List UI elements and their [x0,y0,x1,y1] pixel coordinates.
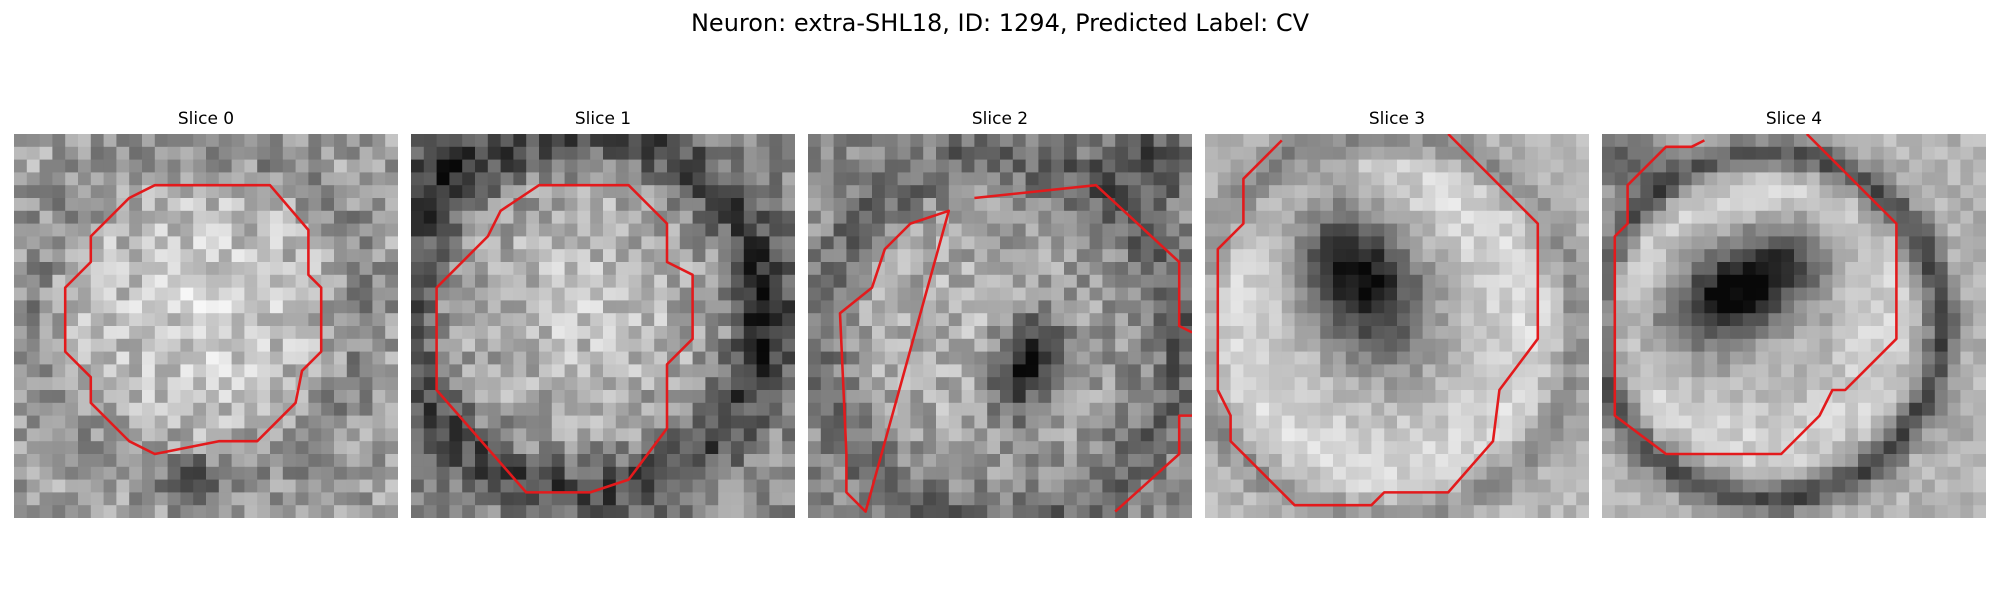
segmentation-contour [838,209,951,513]
slice-panel-4: Slice 4 [1602,104,1986,524]
segmentation-contour [435,183,694,494]
slice-title: Slice 0 [177,109,235,129]
microscopy-slice-image [1602,134,1986,518]
slice-panel-1: Slice 1 [411,104,795,524]
microscopy-slice-image [808,134,1192,518]
segmentation-contour [63,183,323,456]
slice-panel-3: Slice 3 [1205,104,1589,524]
slice-title: Slice 4 [1765,109,1823,129]
figure-title: Neuron: extra-SHL18, ID: 1294, Predicted… [690,9,1310,37]
segmentation-contour [1114,414,1192,513]
slice-title: Slice 2 [971,109,1029,129]
slice-panel-row: Slice 0 Slice 1 Slice 2 Slice 3 Slice 4 [14,104,1986,524]
slice-panel-2: Slice 2 [808,104,1192,524]
slice-title: Slice 3 [1368,109,1426,129]
microscopy-slice-image [14,134,398,518]
segmentation-contour [1216,134,1540,507]
slice-panel-0: Slice 0 [14,104,398,524]
segmentation-contour [1613,134,1898,456]
slice-title: Slice 1 [574,109,632,129]
microscopy-slice-image [411,134,795,518]
segmentation-contour [974,183,1192,334]
microscopy-slice-image [1205,134,1589,518]
